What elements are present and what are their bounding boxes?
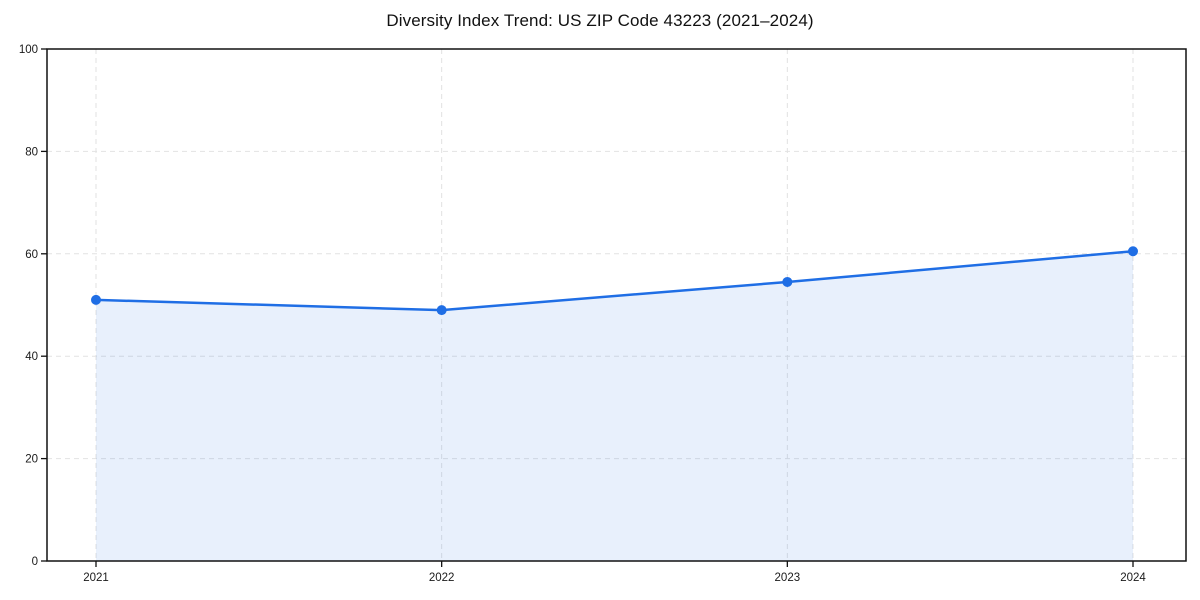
y-tick-label-100: 100	[19, 44, 38, 56]
x-tick-label-2024: 2024	[1120, 572, 1146, 584]
y-tick-label-0: 0	[32, 556, 38, 568]
y-tick-label-20: 20	[25, 454, 38, 466]
area-fill	[96, 251, 1133, 562]
plot-border	[46, 48, 1187, 562]
data-point-2024	[1128, 246, 1138, 257]
y-tick-label-40: 40	[25, 351, 38, 363]
x-tick-label-2022: 2022	[429, 572, 455, 584]
data-point-2022	[436, 305, 447, 316]
data-point-2021	[91, 294, 101, 305]
trend-line	[94, 249, 1135, 312]
x-tick-label-2021: 2021	[83, 572, 109, 584]
y-tick-label-80: 80	[25, 146, 38, 158]
y-tick-label-60: 60	[25, 249, 38, 261]
x-tick-label-2023: 2023	[775, 572, 801, 584]
data-point-2023	[782, 276, 793, 287]
chart-title: Diversity Index Trend: US ZIP Code 43223…	[386, 11, 814, 30]
